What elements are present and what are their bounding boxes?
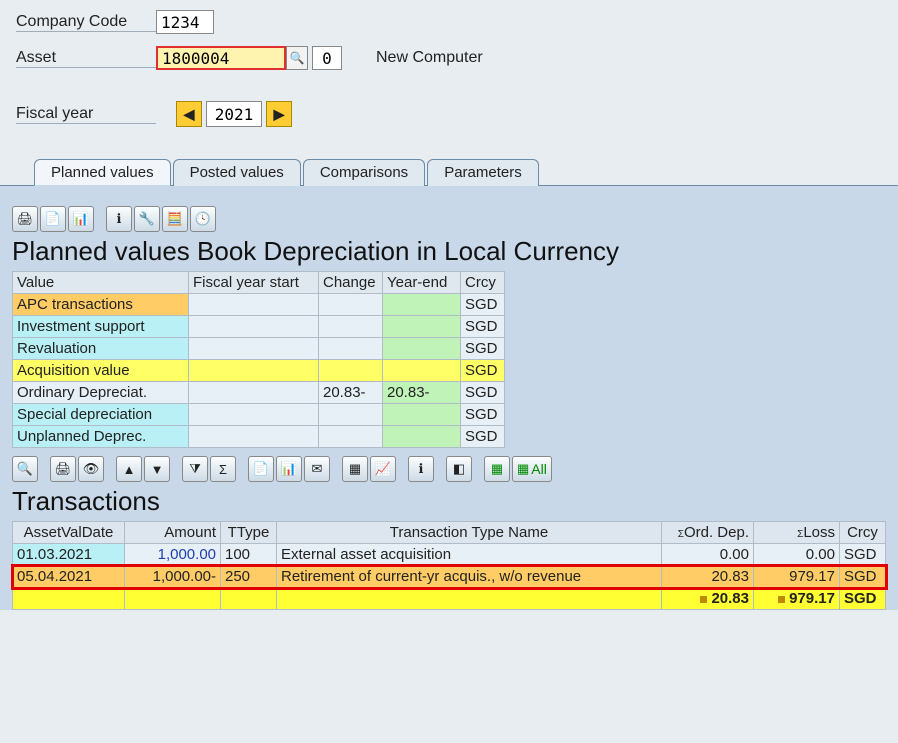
all-icon[interactable]: ▦All: [512, 456, 552, 482]
col-fys: Fiscal year start: [189, 272, 319, 294]
th-ttype: TType: [221, 522, 277, 544]
view-icon[interactable]: 👁: [78, 456, 104, 482]
subnumber-input[interactable]: [312, 46, 342, 70]
th-date: AssetValDate: [13, 522, 125, 544]
tab-planned-values[interactable]: Planned values: [34, 159, 171, 186]
asset-input[interactable]: [156, 46, 286, 70]
col-crcy: Crcy: [461, 272, 505, 294]
section-title: Planned values Book Depreciation in Loca…: [12, 236, 886, 267]
prev-year-icon[interactable]: ◀: [176, 101, 202, 127]
table-row[interactable]: 01.03.2021 1,000.00 100 External asset a…: [13, 544, 886, 566]
sum-icon[interactable]: Σ: [210, 456, 236, 482]
spreadsheet-icon[interactable]: 📊: [68, 206, 94, 232]
transactions-table: AssetValDate Amount TType Transaction Ty…: [12, 521, 886, 610]
th-ord: ΣOrd. Dep.: [662, 522, 754, 544]
calc-icon[interactable]: 🧮: [162, 206, 188, 232]
tab-parameters[interactable]: Parameters: [427, 159, 539, 186]
tab-posted-values[interactable]: Posted values: [173, 159, 301, 186]
th-amount: Amount: [125, 522, 221, 544]
sap-screen: Company Code Asset 🔍 New Computer Fiscal…: [0, 0, 898, 743]
asset-label: Asset: [16, 49, 156, 68]
excel-icon[interactable]: 📊: [276, 456, 302, 482]
th-crcy: Crcy: [840, 522, 886, 544]
company-code-label: Company Code: [16, 13, 156, 32]
search-icon[interactable]: 🔍: [286, 46, 308, 70]
fiscal-year-label: Fiscal year: [16, 105, 156, 124]
toolbar-2: 🔍 🖨 👁 ▲ ▼ ⧩ Σ 📄 📊 ✉ ▦ 📈 ℹ ◧: [12, 454, 886, 486]
info-icon[interactable]: ℹ: [106, 206, 132, 232]
export2-icon[interactable]: 📄: [248, 456, 274, 482]
table-row-total: 20.83 979.17 SGD: [13, 588, 886, 610]
export-icon[interactable]: 📄: [40, 206, 66, 232]
next-year-icon[interactable]: ▶: [266, 101, 292, 127]
th-loss: ΣLoss: [754, 522, 840, 544]
info2-icon[interactable]: ℹ: [408, 456, 434, 482]
layout-icon[interactable]: ▦: [342, 456, 368, 482]
col-change: Change: [319, 272, 383, 294]
sort-asc-icon[interactable]: ▲: [116, 456, 142, 482]
col-value: Value: [13, 272, 189, 294]
clock-icon[interactable]: 🕓: [190, 206, 216, 232]
sort-desc-icon[interactable]: ▼: [144, 456, 170, 482]
select-icon[interactable]: ◧: [446, 456, 472, 482]
toolbar-1: 🖨 📄 📊 ℹ 🔧 🧮 🕓: [12, 204, 886, 236]
tab-strip: Planned values Posted values Comparisons…: [34, 158, 898, 185]
tab-comparisons[interactable]: Comparisons: [303, 159, 425, 186]
filter-icon[interactable]: ⧩: [182, 456, 208, 482]
table-row-highlighted[interactable]: 05.04.2021 1,000.00- 250 Retirement of c…: [13, 566, 886, 588]
header-form: Company Code Asset 🔍 New Computer Fiscal…: [0, 0, 898, 140]
planned-values-table: Value Fiscal year start Change Year-end …: [12, 271, 505, 448]
row-label: APC transactions: [13, 294, 189, 316]
th-name: Transaction Type Name: [277, 522, 662, 544]
asset-description: New Computer: [376, 49, 483, 67]
print-icon[interactable]: 🖨: [12, 206, 38, 232]
mail-icon[interactable]: ✉: [304, 456, 330, 482]
fiscal-year-input[interactable]: [206, 101, 262, 127]
green-icon[interactable]: ▦: [484, 456, 510, 482]
transactions-title: Transactions: [12, 486, 886, 517]
main-panel: 🖨 📄 📊 ℹ 🔧 🧮 🕓 Planned values Book Deprec…: [0, 185, 898, 610]
print2-icon[interactable]: 🖨: [50, 456, 76, 482]
company-code-input[interactable]: [156, 10, 214, 34]
col-yearend: Year-end: [383, 272, 461, 294]
tool-icon[interactable]: 🔧: [134, 206, 160, 232]
details-icon[interactable]: 🔍: [12, 456, 38, 482]
graph-icon[interactable]: 📈: [370, 456, 396, 482]
